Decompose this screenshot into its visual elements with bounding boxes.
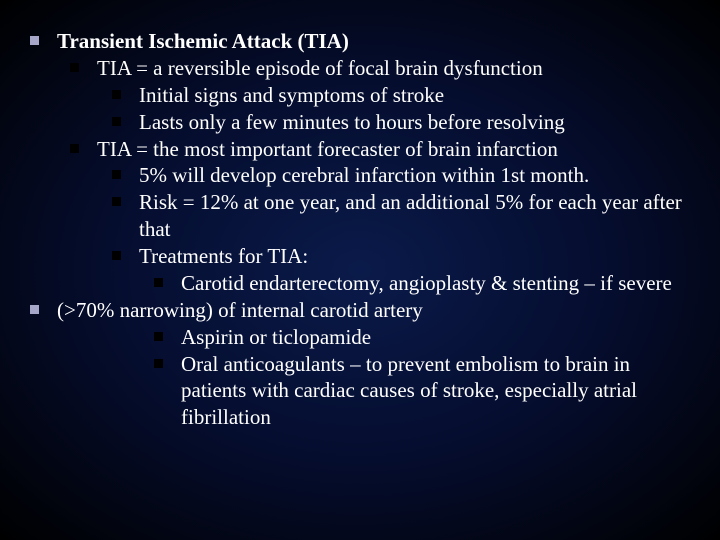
text-line: Oral anticoagulants – to prevent embolis… xyxy=(181,351,690,432)
text-line: Risk = 12% at one year, and an additiona… xyxy=(139,189,690,243)
square-bullet-icon xyxy=(154,359,163,368)
bullet-row: Oral anticoagulants – to prevent embolis… xyxy=(154,351,690,432)
text-line: Carotid endarterectomy, angioplasty & st… xyxy=(181,270,672,297)
square-bullet-icon xyxy=(154,278,163,287)
bullet-row: 5% will develop cerebral infarction with… xyxy=(112,162,690,189)
square-bullet-icon xyxy=(154,332,163,341)
bullet-row: Initial signs and symptoms of stroke xyxy=(112,82,690,109)
square-bullet-icon xyxy=(70,63,79,72)
square-bullet-icon xyxy=(112,117,121,126)
text-line: Treatments for TIA: xyxy=(139,243,308,270)
text-line: Lasts only a few minutes to hours before… xyxy=(139,109,565,136)
bullet-row: Treatments for TIA: xyxy=(112,243,690,270)
square-bullet-icon xyxy=(112,90,121,99)
square-bullet-icon xyxy=(112,170,121,179)
text-line: TIA = a reversible episode of focal brai… xyxy=(97,55,543,82)
bullet-row: (>70% narrowing) of internal carotid art… xyxy=(30,297,690,324)
bullet-row: TIA = a reversible episode of focal brai… xyxy=(70,55,690,82)
text-line: Transient Ischemic Attack (TIA) xyxy=(57,28,349,55)
slide-content: Transient Ischemic Attack (TIA) TIA = a … xyxy=(0,0,720,451)
square-bullet-icon xyxy=(30,305,39,314)
text-line: TIA = the most important forecaster of b… xyxy=(97,136,558,163)
bullet-row: Lasts only a few minutes to hours before… xyxy=(112,109,690,136)
bullet-row: Carotid endarterectomy, angioplasty & st… xyxy=(154,270,690,297)
square-bullet-icon xyxy=(112,251,121,260)
text-line: 5% will develop cerebral infarction with… xyxy=(139,162,589,189)
square-bullet-icon xyxy=(30,36,39,45)
square-bullet-icon xyxy=(112,197,121,206)
bullet-row: Risk = 12% at one year, and an additiona… xyxy=(112,189,690,243)
square-bullet-icon xyxy=(70,144,79,153)
bullet-row: TIA = the most important forecaster of b… xyxy=(70,136,690,163)
text-line: (>70% narrowing) of internal carotid art… xyxy=(57,297,423,324)
bullet-row: Aspirin or ticlopamide xyxy=(154,324,690,351)
text-line: Initial signs and symptoms of stroke xyxy=(139,82,444,109)
bullet-row: Transient Ischemic Attack (TIA) xyxy=(30,28,690,55)
text-line: Aspirin or ticlopamide xyxy=(181,324,371,351)
